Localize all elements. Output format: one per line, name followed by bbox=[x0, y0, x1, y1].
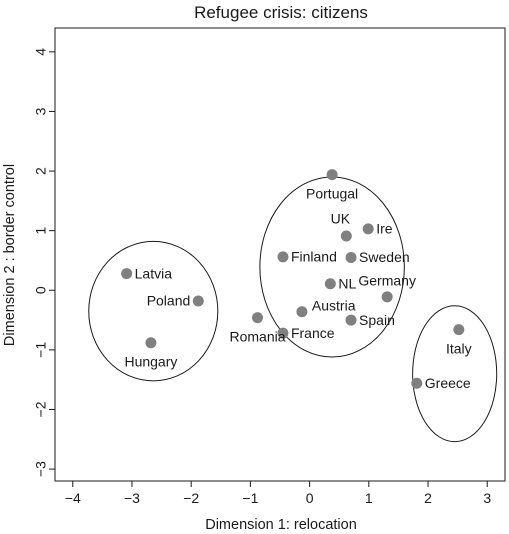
y-tick-label: 4 bbox=[33, 48, 49, 56]
x-tick-label: −3 bbox=[124, 490, 140, 506]
x-tick-label: 3 bbox=[483, 490, 491, 506]
data-point bbox=[453, 324, 465, 336]
data-point bbox=[326, 169, 338, 181]
data-point bbox=[121, 268, 133, 280]
y-tick-label: 2 bbox=[33, 167, 49, 175]
x-tick-label: 0 bbox=[306, 490, 314, 506]
plot-frame bbox=[54, 27, 506, 482]
y-tick-label: 3 bbox=[33, 107, 49, 115]
y-tick-label: 0 bbox=[33, 286, 49, 294]
data-point bbox=[345, 251, 357, 263]
y-tick-label: −2 bbox=[33, 401, 49, 417]
point-label: Ire bbox=[376, 221, 393, 237]
data-point bbox=[192, 295, 204, 307]
point-label: Latvia bbox=[135, 265, 173, 281]
point-label: Italy bbox=[446, 340, 472, 356]
cluster-ellipses bbox=[88, 176, 498, 443]
y-tick-label: −3 bbox=[33, 461, 49, 477]
point-label: Hungary bbox=[124, 353, 177, 369]
point-label: Poland bbox=[147, 293, 191, 309]
data-point bbox=[362, 223, 374, 235]
x-axis-label: Dimension 1: relocation bbox=[205, 517, 357, 533]
y-axis-label: Dimension 2 : border control bbox=[2, 164, 18, 346]
point-label: Portugal bbox=[306, 185, 358, 201]
data-point bbox=[252, 312, 263, 324]
data-point bbox=[324, 278, 336, 290]
data-points bbox=[121, 169, 465, 389]
point-label: Austria bbox=[312, 297, 356, 313]
point-label: Germany bbox=[358, 273, 416, 289]
x-tick-label: −1 bbox=[242, 490, 258, 506]
point-label: NL bbox=[338, 275, 356, 291]
y-tick-label: 1 bbox=[33, 227, 49, 235]
point-label: UK bbox=[331, 211, 351, 227]
chart-title: Refugee crisis: citizens bbox=[194, 3, 368, 22]
x-tick-label: −4 bbox=[65, 490, 81, 506]
y-tick-label: −1 bbox=[33, 342, 49, 358]
point-label: Finland bbox=[291, 249, 337, 265]
point-label: Greece bbox=[425, 375, 471, 391]
y-axis: −3 −2 −1 0 1 2 3 4 bbox=[33, 48, 55, 477]
data-point bbox=[277, 251, 289, 263]
data-point bbox=[340, 230, 352, 242]
x-tick-label: −2 bbox=[183, 490, 199, 506]
point-label: Spain bbox=[359, 312, 395, 328]
data-point bbox=[345, 314, 357, 326]
point-label: Sweden bbox=[359, 249, 410, 265]
data-point bbox=[411, 377, 423, 389]
data-point bbox=[296, 306, 308, 318]
point-label: France bbox=[291, 325, 335, 341]
x-tick-label: 1 bbox=[365, 490, 373, 506]
x-tick-label: 2 bbox=[424, 490, 432, 506]
cluster-ellipse bbox=[412, 305, 498, 443]
point-label: Romania bbox=[229, 328, 285, 344]
data-point bbox=[381, 291, 393, 303]
x-axis: −4 −3 −2 −1 0 1 2 3 bbox=[65, 481, 491, 506]
cluster-ellipse bbox=[88, 240, 219, 382]
data-point bbox=[277, 327, 289, 339]
data-point bbox=[145, 337, 157, 349]
